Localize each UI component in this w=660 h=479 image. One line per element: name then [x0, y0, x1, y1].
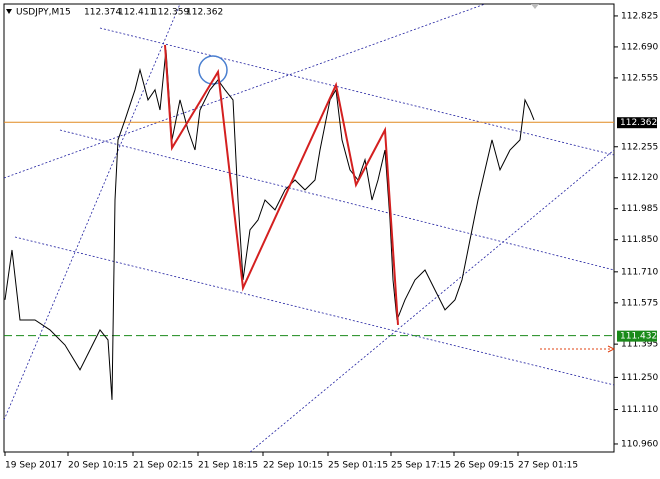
- price-label: 112.362: [620, 118, 657, 128]
- channel-line: [3, 3, 486, 179]
- y-tick-label: 111.110: [621, 405, 658, 415]
- symbol-arrow: [6, 9, 12, 14]
- price-label-box: [617, 117, 657, 129]
- x-tick-label: 21 Sep 02:15: [133, 461, 193, 471]
- channel-line: [14, 236, 615, 386]
- channel-line: [59, 129, 615, 271]
- x-tick-label: 19 Sep 2017: [5, 461, 62, 471]
- channel-line: [99, 27, 615, 156]
- channel-line: [249, 149, 615, 453]
- x-tick-label: 21 Sep 18:15: [198, 461, 258, 471]
- y-tick-label: 110.960: [621, 439, 658, 449]
- y-tick-label: 111.710: [621, 267, 658, 277]
- y-tick-label: 111.850: [621, 235, 658, 245]
- chart-title: USDJPY,M15: [16, 8, 71, 18]
- header-value: 112.359: [152, 8, 189, 18]
- y-tick-label: 112.255: [621, 142, 658, 152]
- y-tick-label: 112.555: [621, 73, 658, 83]
- arrow-head: [607, 345, 616, 353]
- header-value: 112.374: [84, 8, 121, 18]
- y-tick-label: 112.120: [621, 173, 658, 183]
- price-series: [4, 49, 535, 400]
- y-tick-label: 112.690: [621, 42, 658, 52]
- channel-line: [3, 3, 181, 421]
- level-label: 111.432: [620, 332, 657, 342]
- y-tick-label: 111.985: [621, 204, 658, 214]
- x-tick-label: 26 Sep 09:15: [454, 461, 514, 471]
- channel-lines: [3, 3, 615, 453]
- highlight-circle: [198, 55, 228, 85]
- header-value: 112.362: [186, 8, 223, 18]
- y-tick-label: 111.395: [621, 340, 658, 350]
- x-tick-label: 20 Sep 10:15: [68, 461, 128, 471]
- plot-frame: [3, 3, 615, 453]
- y-tick-label: 112.825: [621, 11, 658, 21]
- header-value: 112.411: [118, 8, 155, 18]
- shift-marker: [531, 4, 539, 9]
- x-tick-label: 27 Sep 01:15: [518, 461, 578, 471]
- zigzag: [164, 44, 399, 325]
- y-tick-label: 111.250: [621, 373, 658, 383]
- y-tick-label: 111.575: [621, 298, 658, 308]
- x-tick-label: 22 Sep 10:15: [263, 461, 323, 471]
- level-label-box: [617, 330, 657, 342]
- x-tick-label: 25 Sep 17:15: [391, 461, 451, 471]
- x-tick-label: 25 Sep 01:15: [328, 461, 388, 471]
